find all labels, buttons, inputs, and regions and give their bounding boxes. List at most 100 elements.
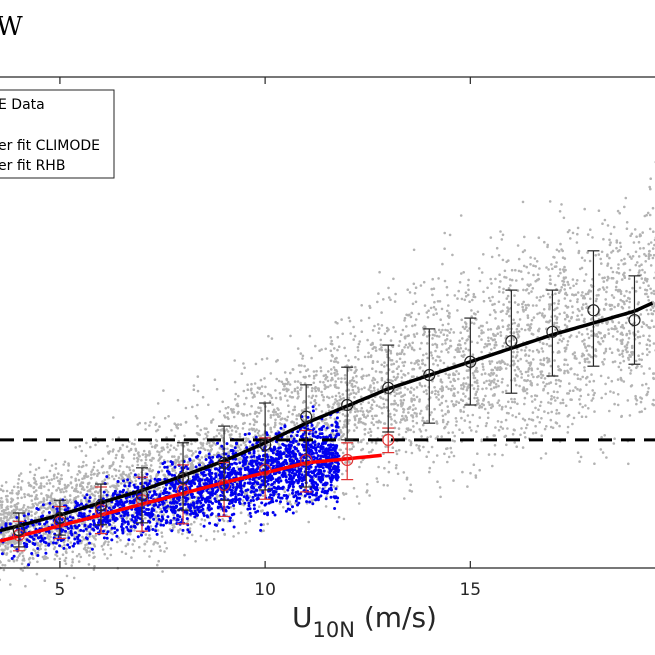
gray-data-point	[340, 377, 343, 380]
gray-data-point	[516, 333, 520, 336]
gray-data-point	[602, 288, 606, 291]
gray-data-point	[498, 368, 502, 372]
gray-data-point	[190, 449, 193, 453]
gray-data-point	[101, 548, 105, 551]
gray-data-point	[616, 209, 620, 213]
gray-data-point	[261, 494, 265, 498]
gray-data-point	[396, 372, 400, 376]
gray-data-point	[317, 403, 321, 407]
gray-data-point	[430, 445, 434, 449]
gray-data-point	[625, 332, 629, 336]
gray-data-point	[652, 325, 655, 328]
gray-data-point	[40, 492, 43, 495]
gray-data-point	[9, 500, 13, 504]
gray-data-point	[262, 523, 266, 526]
gray-data-point	[614, 288, 618, 292]
gray-data-point	[403, 360, 407, 364]
gray-data-point	[523, 235, 526, 239]
gray-data-point	[378, 405, 381, 409]
gray-data-point	[576, 300, 579, 304]
gray-data-point	[90, 470, 93, 474]
gray-data-point	[0, 524, 2, 528]
gray-data-point	[434, 342, 437, 346]
gray-data-point	[212, 530, 216, 533]
gray-data-point	[551, 267, 554, 271]
gray-data-point	[446, 405, 450, 408]
gray-data-point	[517, 257, 521, 261]
gray-data-point	[77, 552, 81, 556]
gray-data-point	[597, 253, 601, 256]
gray-data-point	[629, 234, 632, 238]
gray-data-point	[76, 495, 80, 498]
gray-data-point	[525, 359, 528, 363]
gray-data-point	[527, 368, 531, 371]
gray-data-point	[490, 403, 494, 406]
gray-data-point	[499, 331, 503, 334]
gray-data-point	[559, 288, 562, 292]
gray-data-point	[532, 375, 535, 379]
gray-data-point	[369, 434, 373, 437]
gray-data-point	[40, 484, 43, 488]
gray-data-point	[457, 343, 461, 346]
gray-data-point	[407, 372, 410, 375]
gray-data-point	[44, 544, 47, 548]
gray-data-point	[471, 298, 474, 302]
gray-data-point	[627, 337, 631, 340]
gray-data-point	[296, 392, 300, 395]
gray-data-point	[27, 506, 31, 509]
gray-data-point	[459, 408, 462, 412]
gray-data-point	[607, 328, 610, 331]
gray-data-point	[451, 431, 455, 434]
gray-data-point	[557, 350, 561, 353]
gray-data-point	[84, 543, 87, 547]
gray-data-point	[524, 346, 528, 349]
gray-data-point	[504, 418, 508, 422]
gray-data-point	[307, 395, 311, 398]
gray-data-point	[576, 232, 579, 236]
gray-data-point	[361, 410, 365, 413]
gray-data-point	[226, 430, 230, 433]
gray-data-point	[454, 417, 458, 420]
gray-data-point	[239, 443, 243, 447]
gray-data-point	[163, 416, 167, 420]
gray-data-point	[470, 340, 474, 344]
gray-data-point	[391, 446, 395, 450]
gray-data-point	[188, 527, 192, 530]
gray-data-point	[288, 383, 292, 386]
gray-data-point	[622, 359, 626, 363]
gray-data-point	[233, 380, 237, 384]
gray-data-point	[126, 543, 130, 546]
gray-data-point	[608, 256, 611, 260]
gray-data-point	[242, 389, 246, 393]
gray-data-point	[237, 458, 240, 462]
gray-data-point	[573, 351, 576, 354]
gray-data-point	[460, 416, 463, 420]
gray-data-point	[19, 472, 23, 475]
gray-data-point	[372, 381, 376, 385]
gray-data-point	[79, 491, 82, 494]
gray-data-point	[2, 508, 5, 512]
gray-data-point	[371, 417, 375, 421]
gray-data-point	[0, 519, 3, 522]
gray-data-point	[327, 370, 330, 373]
gray-data-point	[245, 413, 249, 417]
gray-data-point	[421, 416, 425, 420]
gray-data-point	[271, 403, 274, 406]
gray-data-point	[487, 339, 490, 343]
gray-data-point	[620, 414, 623, 418]
gray-data-point	[584, 346, 587, 349]
gray-data-point	[536, 278, 539, 282]
gray-data-point	[443, 247, 446, 250]
gray-data-point	[291, 420, 294, 424]
gray-data-point	[435, 396, 438, 399]
gray-data-point	[105, 489, 108, 492]
gray-data-point	[539, 457, 543, 460]
gray-data-point	[192, 388, 196, 392]
gray-data-point	[577, 318, 581, 321]
gray-data-point	[426, 404, 429, 408]
gray-data-point	[472, 322, 476, 325]
gray-data-point	[513, 377, 516, 380]
gray-data-point	[617, 302, 620, 306]
gray-data-point	[404, 430, 408, 434]
gray-data-point	[570, 398, 573, 402]
